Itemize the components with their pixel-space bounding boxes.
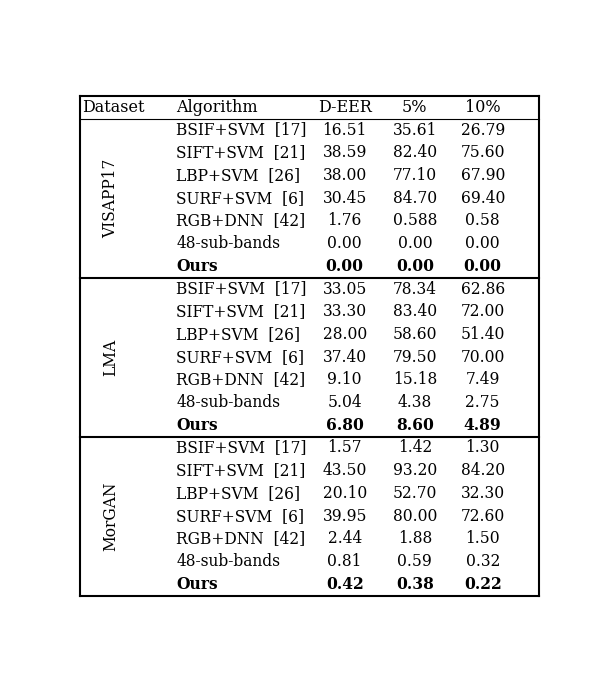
Text: D-EER: D-EER: [318, 99, 371, 116]
Text: 28.00: 28.00: [323, 326, 367, 343]
Text: SIFT+SVM  [21]: SIFT+SVM [21]: [176, 303, 306, 320]
Text: BSIF+SVM  [17]: BSIF+SVM [17]: [176, 281, 307, 298]
Text: 84.70: 84.70: [393, 190, 437, 207]
Text: 0.81: 0.81: [327, 553, 362, 570]
Text: 2.75: 2.75: [466, 394, 500, 411]
Text: 48-sub-bands: 48-sub-bands: [176, 235, 280, 252]
Text: 6.80: 6.80: [326, 417, 364, 434]
Text: LMA: LMA: [102, 338, 119, 376]
Text: 5%: 5%: [402, 99, 428, 116]
Text: MorGAN: MorGAN: [102, 481, 119, 551]
Text: 0.00: 0.00: [327, 235, 362, 252]
Text: 0.22: 0.22: [464, 576, 501, 593]
Text: 80.00: 80.00: [393, 508, 437, 525]
Text: SURF+SVM  [6]: SURF+SVM [6]: [176, 348, 304, 365]
Text: 84.20: 84.20: [461, 462, 505, 479]
Text: 70.00: 70.00: [461, 348, 505, 365]
Text: 1.50: 1.50: [466, 530, 500, 547]
Text: 26.79: 26.79: [461, 121, 505, 138]
Text: 0.00: 0.00: [464, 258, 502, 275]
Text: RGB+DNN  [42]: RGB+DNN [42]: [176, 372, 306, 388]
Text: 16.51: 16.51: [323, 121, 367, 138]
Text: 4.38: 4.38: [398, 394, 432, 411]
Text: 38.00: 38.00: [323, 167, 367, 184]
Text: RGB+DNN  [42]: RGB+DNN [42]: [176, 212, 306, 229]
Text: 82.40: 82.40: [393, 144, 437, 161]
Text: 79.50: 79.50: [393, 348, 437, 365]
Text: 15.18: 15.18: [393, 372, 437, 388]
Text: 4.89: 4.89: [464, 417, 501, 434]
Text: BSIF+SVM  [17]: BSIF+SVM [17]: [176, 121, 307, 138]
Text: 33.30: 33.30: [323, 303, 367, 320]
Text: Ours: Ours: [176, 258, 218, 275]
Text: Ours: Ours: [176, 417, 218, 434]
Text: 7.49: 7.49: [466, 372, 500, 388]
Text: 83.40: 83.40: [393, 303, 437, 320]
Text: 35.61: 35.61: [393, 121, 437, 138]
Text: 2.44: 2.44: [327, 530, 362, 547]
Text: 51.40: 51.40: [461, 326, 505, 343]
Text: VISAPP17: VISAPP17: [102, 159, 119, 238]
Text: 9.10: 9.10: [327, 372, 362, 388]
Text: 5.04: 5.04: [327, 394, 362, 411]
Text: 0.32: 0.32: [466, 553, 500, 570]
Text: 30.45: 30.45: [323, 190, 367, 207]
Text: 33.05: 33.05: [323, 281, 367, 298]
Text: 78.34: 78.34: [393, 281, 437, 298]
Text: 0.00: 0.00: [397, 235, 432, 252]
Text: 72.00: 72.00: [461, 303, 505, 320]
Text: 58.60: 58.60: [393, 326, 437, 343]
Text: Ours: Ours: [176, 576, 218, 593]
Text: 8.60: 8.60: [396, 417, 434, 434]
Text: BSIF+SVM  [17]: BSIF+SVM [17]: [176, 439, 307, 456]
Text: 62.86: 62.86: [461, 281, 505, 298]
Text: 39.95: 39.95: [323, 508, 367, 525]
Text: 1.88: 1.88: [398, 530, 432, 547]
Text: 0.42: 0.42: [326, 576, 364, 593]
Text: SIFT+SVM  [21]: SIFT+SVM [21]: [176, 144, 306, 161]
Text: Algorithm: Algorithm: [176, 99, 258, 116]
Text: SURF+SVM  [6]: SURF+SVM [6]: [176, 190, 304, 207]
Text: 0.00: 0.00: [326, 258, 364, 275]
Text: 0.59: 0.59: [397, 553, 432, 570]
Text: 32.30: 32.30: [461, 485, 505, 502]
Text: 0.38: 0.38: [396, 576, 434, 593]
Text: 69.40: 69.40: [461, 190, 505, 207]
Text: 20.10: 20.10: [323, 485, 367, 502]
Text: 48-sub-bands: 48-sub-bands: [176, 553, 280, 570]
Text: SURF+SVM  [6]: SURF+SVM [6]: [176, 508, 304, 525]
Text: 0.58: 0.58: [466, 212, 500, 229]
Text: 1.57: 1.57: [327, 439, 362, 456]
Text: RGB+DNN  [42]: RGB+DNN [42]: [176, 530, 306, 547]
Text: 67.90: 67.90: [461, 167, 505, 184]
Text: LBP+SVM  [26]: LBP+SVM [26]: [176, 485, 300, 502]
Text: 0.00: 0.00: [466, 235, 500, 252]
Text: 0.00: 0.00: [396, 258, 434, 275]
Text: 93.20: 93.20: [393, 462, 437, 479]
Text: SIFT+SVM  [21]: SIFT+SVM [21]: [176, 462, 306, 479]
Text: 10%: 10%: [465, 99, 501, 116]
Text: 77.10: 77.10: [393, 167, 437, 184]
Text: LBP+SVM  [26]: LBP+SVM [26]: [176, 326, 300, 343]
Text: LBP+SVM  [26]: LBP+SVM [26]: [176, 167, 300, 184]
Text: 52.70: 52.70: [393, 485, 437, 502]
Text: 75.60: 75.60: [460, 144, 505, 161]
Text: 37.40: 37.40: [323, 348, 367, 365]
Text: 43.50: 43.50: [323, 462, 367, 479]
Text: 1.42: 1.42: [398, 439, 432, 456]
Text: 38.59: 38.59: [323, 144, 367, 161]
Text: 48-sub-bands: 48-sub-bands: [176, 394, 280, 411]
Text: Dataset: Dataset: [83, 99, 145, 116]
Text: 72.60: 72.60: [461, 508, 505, 525]
Text: 0.588: 0.588: [393, 212, 437, 229]
Text: 1.30: 1.30: [466, 439, 500, 456]
Text: 1.76: 1.76: [327, 212, 362, 229]
